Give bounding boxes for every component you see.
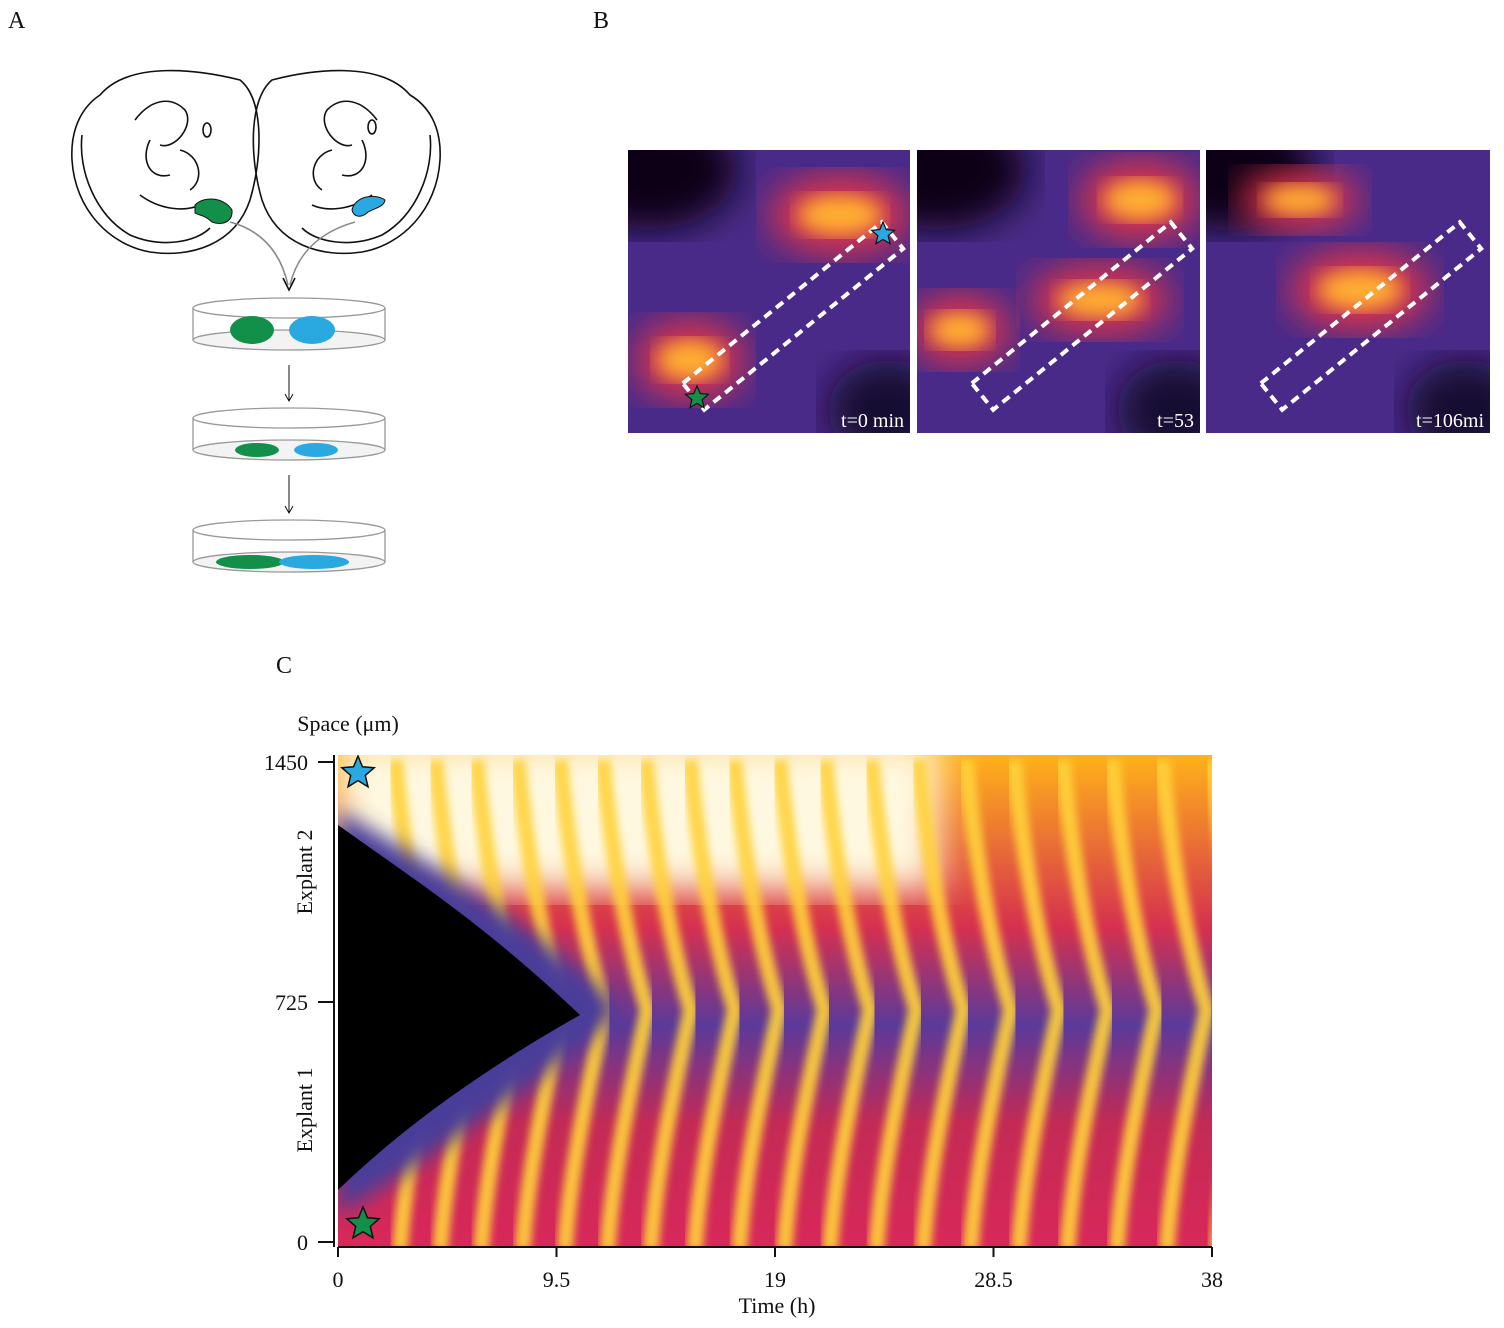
x-tick-label: 9.5 xyxy=(543,1267,571,1292)
x-tick-label: 38 xyxy=(1201,1267,1223,1292)
frame: t=0 min xyxy=(628,150,910,433)
bright-region xyxy=(657,340,723,380)
bright-region xyxy=(1264,185,1336,215)
frame: t=53 xyxy=(917,150,1200,433)
stripe xyxy=(1005,759,1068,1247)
explant-blue xyxy=(351,195,386,217)
stripe xyxy=(1153,759,1212,1247)
stripe xyxy=(1103,759,1166,1247)
stripe xyxy=(817,759,879,1247)
explant-green xyxy=(230,316,274,344)
frame-label: t=53 xyxy=(1157,410,1194,432)
stripe xyxy=(1204,760,1212,1247)
region-label: Explant 1 xyxy=(292,1068,317,1153)
roi-box xyxy=(1258,219,1484,413)
kymograph xyxy=(338,755,1308,1250)
dishes xyxy=(192,297,386,573)
bright-region xyxy=(930,312,990,348)
roi-box xyxy=(969,219,1195,413)
stripe xyxy=(726,759,788,1247)
dark-region xyxy=(628,150,738,230)
explant-green xyxy=(216,555,284,569)
axes xyxy=(318,755,1213,1257)
region-label: Explant 2 xyxy=(292,830,317,915)
dark-region xyxy=(1406,360,1490,433)
x-tick-label: 19 xyxy=(764,1267,786,1292)
bright-region xyxy=(1058,282,1142,318)
explant-blue xyxy=(294,443,338,457)
stripe xyxy=(910,759,972,1247)
stripe xyxy=(1054,759,1116,1247)
stripe xyxy=(863,759,925,1247)
panel-label: C xyxy=(276,653,292,679)
embryo-sketches xyxy=(71,69,441,292)
star-blue xyxy=(870,220,896,245)
y-tick-label: 0 xyxy=(297,1230,308,1255)
dark-region xyxy=(917,150,1027,230)
bright-region xyxy=(1104,180,1176,220)
x-tick-label: 0 xyxy=(333,1267,344,1292)
axis-title: Time (h) xyxy=(739,1293,816,1318)
star-blue xyxy=(339,755,377,789)
stripe xyxy=(1263,760,1308,1250)
frame: t=106mi xyxy=(1206,150,1490,433)
stripe xyxy=(637,759,700,1247)
y-tick-label: 1450 xyxy=(264,750,308,775)
panel-label: B xyxy=(593,8,609,34)
explant-blue xyxy=(279,555,349,569)
bright-region xyxy=(1318,270,1402,310)
frame-label: t=106mi xyxy=(1416,410,1484,432)
y-tick-label: 725 xyxy=(275,990,308,1015)
bright-region xyxy=(798,195,882,235)
silent-region xyxy=(338,825,580,1190)
stripe xyxy=(594,759,656,1247)
star-green xyxy=(684,384,710,409)
explant-green xyxy=(235,443,279,457)
frame-label: t=0 min xyxy=(841,410,904,432)
panel-label: A xyxy=(8,8,26,34)
arrows xyxy=(284,365,294,515)
x-tick-label: 28.5 xyxy=(974,1267,1013,1292)
explant-green xyxy=(194,198,233,224)
stripe xyxy=(957,759,1019,1247)
stripe xyxy=(681,759,743,1247)
dark-region xyxy=(1117,360,1200,433)
stripe xyxy=(771,759,833,1247)
time-lapse-frames: t=0 min t=53 t=106mi xyxy=(628,150,1490,433)
axis-title: Space (μm) xyxy=(297,711,399,736)
explant-blue xyxy=(289,316,335,344)
star-green xyxy=(344,1205,382,1240)
dark-region xyxy=(828,360,910,433)
